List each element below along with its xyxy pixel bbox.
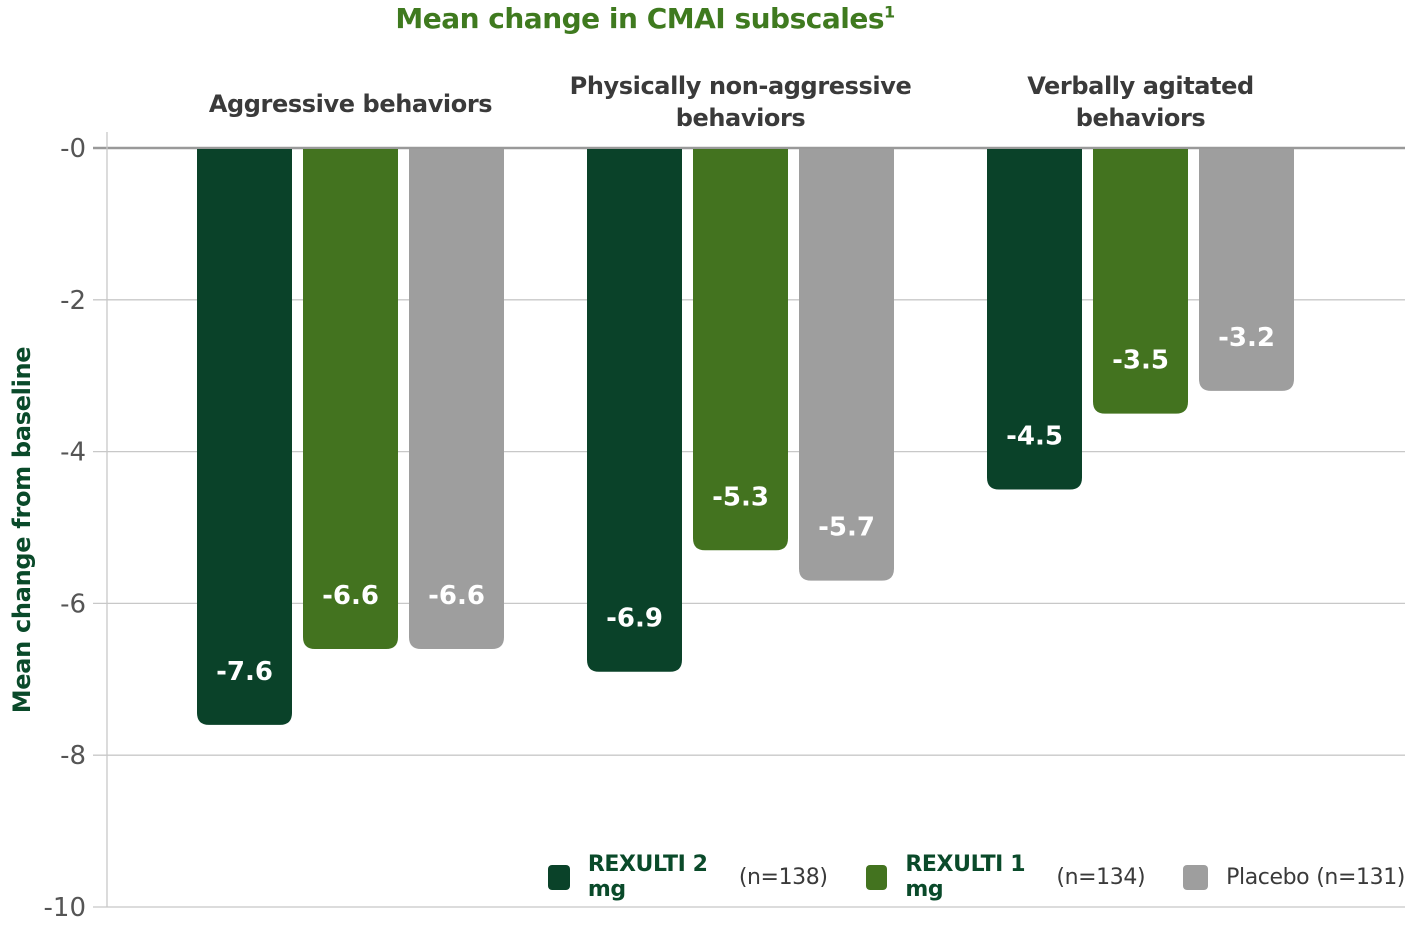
bar-value-label: -5.3 [712, 482, 769, 512]
bar-value-label: -6.6 [322, 581, 379, 611]
bar [1093, 149, 1188, 414]
bar [409, 149, 504, 649]
bar [587, 149, 682, 672]
bar [693, 149, 788, 551]
category-label: Aggressive behaviors [209, 90, 492, 118]
category-label: behaviors [1076, 104, 1206, 132]
bar [799, 149, 894, 581]
y-tick-label: -8 [60, 741, 86, 771]
legend-swatch-rexulti-1mg [865, 864, 888, 890]
chart-title-text: Mean change in CMAI subscales [395, 2, 884, 35]
y-tick-label: -2 [60, 286, 86, 316]
legend-n-rexulti-1mg: (n=134) [1056, 864, 1146, 890]
chart-title: Mean change in CMAI subscales1 [0, 2, 1405, 35]
bar [197, 149, 292, 725]
y-tick-label: -4 [60, 438, 86, 468]
category-label: behaviors [676, 104, 806, 132]
legend-item-rexulti-2mg: REXULTI 2 mg (n=138) [548, 852, 828, 902]
legend-n-placebo: (n=131) [1316, 864, 1405, 890]
legend-item-rexulti-1mg: REXULTI 1 mg (n=134) [865, 852, 1146, 902]
bar [1199, 149, 1294, 391]
legend-label-rexulti-1mg: REXULTI 1 mg [905, 852, 1026, 902]
legend-n-rexulti-2mg: (n=138) [738, 864, 828, 890]
bar-value-label: -6.6 [428, 581, 485, 611]
bar-value-label: -5.7 [818, 513, 875, 543]
legend-swatch-placebo [1183, 864, 1209, 890]
category-label: Verbally agitated [1027, 72, 1254, 100]
legend-item-placebo: Placebo (n=131) [1183, 864, 1405, 890]
category-label: Physically non-aggressive [570, 72, 912, 100]
legend-label-rexulti-2mg: REXULTI 2 mg [587, 852, 708, 902]
legend-label-placebo: Placebo [1226, 864, 1310, 890]
bar-value-label: -4.5 [1006, 422, 1063, 452]
bar-value-label: -3.2 [1218, 323, 1275, 353]
bar-value-label: -3.5 [1112, 346, 1169, 376]
bar-value-label: -7.6 [216, 657, 273, 687]
legend-swatch-rexulti-2mg [548, 864, 570, 890]
y-tick-label: -6 [60, 589, 86, 619]
title-footnote-marker: 1 [884, 2, 895, 22]
bar [987, 149, 1082, 490]
legend: REXULTI 2 mg (n=138) REXULTI 1 mg (n=134… [548, 852, 1405, 902]
bar-value-label: -6.9 [606, 604, 663, 634]
y-tick-label: -0 [60, 134, 86, 164]
bar [303, 149, 398, 649]
y-tick-label: -10 [44, 893, 86, 923]
